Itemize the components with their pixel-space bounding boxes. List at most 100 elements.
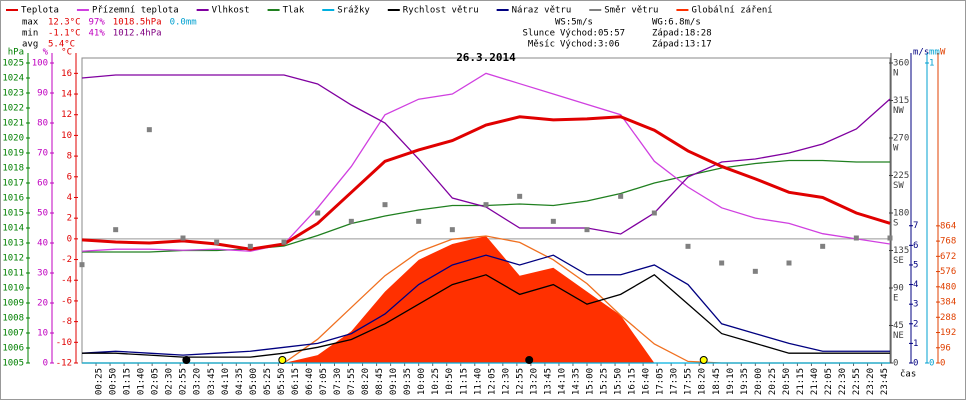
y-tick-label: 60	[37, 179, 48, 189]
y-tick-label: -8	[61, 317, 72, 327]
y-tick-label: 0	[67, 234, 72, 244]
stat-value: 0.0mm	[170, 18, 197, 28]
point	[820, 243, 826, 249]
x-tick: 08:20	[361, 368, 371, 395]
x-tick-label: 13:20	[529, 368, 539, 395]
y-tick-label: 1022	[2, 104, 24, 114]
x-tick-label: 02:05	[151, 368, 161, 395]
y-tick-label: -2	[61, 255, 72, 265]
set-label: Západ:	[652, 29, 685, 39]
y-tick-label: 7	[913, 221, 918, 231]
y-tick-label: 315	[893, 96, 909, 106]
stat-value: -1.1°C	[48, 29, 81, 39]
x-tick: 15:00	[586, 368, 596, 395]
x-tick: 02:05	[151, 368, 161, 395]
x-tick: 03:45	[207, 368, 217, 395]
x-tick-label: 01:40	[137, 368, 147, 395]
y-tick-label: 6	[67, 172, 72, 182]
x-tick-label: 20:50	[782, 368, 792, 395]
set-label: Západ:	[652, 40, 685, 50]
x-tick-label: 23:20	[866, 368, 876, 395]
y-tick-label: 480	[940, 282, 956, 292]
x-tick: 21:15	[796, 368, 806, 395]
x-tick-label: 05:00	[249, 368, 259, 395]
x-tick: 18:20	[698, 368, 708, 395]
x-tick: 20:00	[754, 368, 764, 395]
y-tick-label: 70	[37, 149, 48, 159]
x-tick-label: 11:40	[473, 368, 483, 395]
y-tick-label: -12	[56, 359, 72, 369]
direction-label: NW	[893, 106, 904, 116]
point	[853, 235, 859, 241]
x-tick-label: 15:50	[614, 368, 624, 395]
point	[281, 239, 287, 245]
x-tick: 09:10	[389, 368, 399, 395]
direction-label: NE	[893, 331, 904, 341]
stat-value: 1018.5hPa	[113, 18, 162, 28]
x-tick-label: 16:40	[642, 368, 652, 395]
x-tick: 11:40	[473, 368, 483, 395]
point	[651, 210, 657, 216]
point	[786, 260, 792, 266]
y-tick-label: 1021	[2, 119, 24, 129]
y-tick-label: 1	[913, 339, 918, 349]
y-tick-label: 864	[940, 221, 956, 231]
y-tick-label: 1017	[2, 179, 24, 189]
x-tick: 16:40	[642, 368, 652, 395]
line	[81, 254, 890, 356]
point	[214, 239, 220, 245]
x-tick-label: 04:35	[235, 368, 245, 395]
rise-label: Východ:	[560, 29, 598, 39]
y-tick-label: 45	[893, 321, 904, 331]
rise-label: Východ:	[560, 40, 598, 50]
point	[247, 243, 253, 249]
x-tick: 05:25	[263, 368, 273, 395]
y-tick-label: 1009	[2, 299, 24, 309]
axis-unit: %	[43, 48, 49, 58]
sun-label: Slunce	[522, 29, 555, 39]
point	[517, 193, 523, 199]
y-tick-label: 1008	[2, 314, 24, 324]
x-tick-label: 06:15	[291, 368, 301, 395]
legend-label: Náraz větru	[512, 6, 572, 16]
point	[146, 127, 152, 133]
stat-value: 97%	[89, 18, 106, 28]
x-tick: 15:25	[600, 368, 610, 395]
legend-label: Tlak	[283, 6, 305, 16]
y-tick-label: 6	[913, 241, 918, 251]
x-tick: 23:45	[880, 368, 890, 395]
chart-title: 26.3.2014	[456, 51, 516, 64]
y-tick-label: 1	[929, 59, 934, 69]
x-tick-label: 10:25	[431, 368, 441, 395]
axis-unit: hPa	[8, 48, 24, 58]
y-tick-label: 1005	[2, 359, 24, 369]
y-tick-label: 10	[61, 131, 72, 141]
x-tick-label: 18:20	[698, 368, 708, 395]
x-tick: 10:00	[417, 368, 427, 395]
x-tick: 06:40	[305, 368, 315, 395]
point	[719, 260, 725, 266]
x-tick-label: 03:20	[193, 368, 203, 395]
direction-label: SW	[893, 181, 904, 191]
stat-label: max	[22, 18, 39, 28]
y-tick-label: 360	[893, 59, 909, 69]
y-tick-label: 4	[67, 193, 72, 203]
x-tick: 19:10	[726, 368, 736, 395]
stat-value: 5.4°C	[48, 40, 75, 50]
x-tick: 16:15	[628, 368, 638, 395]
y-tick-label: 40	[37, 239, 48, 249]
y-tick-label: 576	[940, 267, 956, 277]
x-tick: 13:20	[529, 368, 539, 395]
x-tick-label: 05:50	[277, 368, 287, 395]
x-tick-label: 14:35	[571, 368, 581, 395]
stat-value: 12.3°C	[48, 18, 81, 28]
y-tick-label: 1020	[2, 134, 24, 144]
x-tick-label: 02:55	[179, 368, 189, 395]
x-tick: 12:30	[501, 368, 511, 395]
wind-gust: WG:6.8m/s	[652, 18, 701, 28]
x-tick-label: 15:25	[600, 368, 610, 395]
y-tick-label: 1014	[2, 224, 24, 234]
moon-rise-marker	[182, 356, 191, 364]
stat-value: 41%	[89, 29, 106, 39]
